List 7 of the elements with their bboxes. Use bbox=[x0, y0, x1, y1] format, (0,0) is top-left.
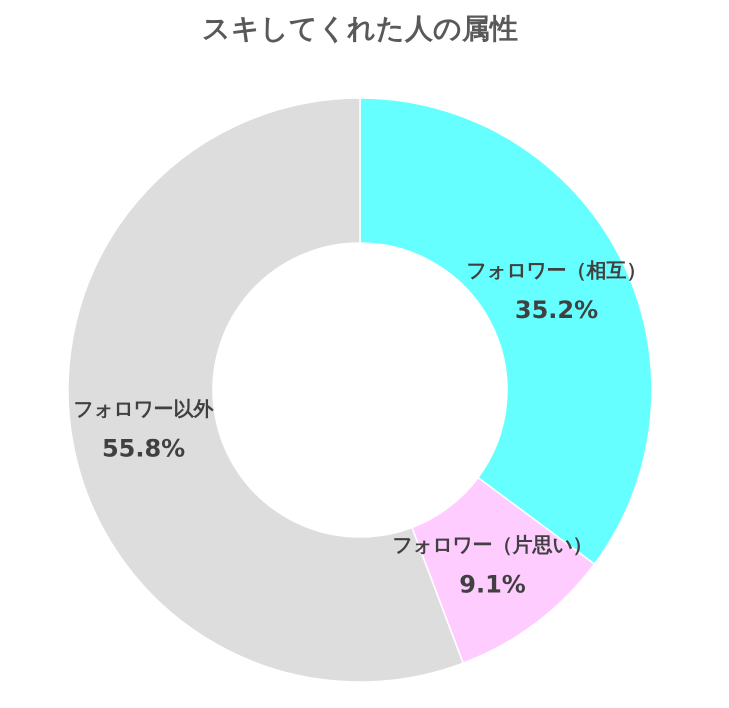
data-label: 35.2% bbox=[514, 296, 598, 324]
chart-title: スキしてくれた人の属性 bbox=[202, 12, 518, 45]
slice-label: フォロワー（片思い） bbox=[392, 532, 593, 557]
slice-label: フォロワー以外 bbox=[74, 396, 215, 420]
data-label: 9.1% bbox=[459, 570, 526, 599]
data-label: 55.8% bbox=[102, 434, 186, 462]
slice-label: フォロワー（相互） bbox=[466, 258, 647, 282]
